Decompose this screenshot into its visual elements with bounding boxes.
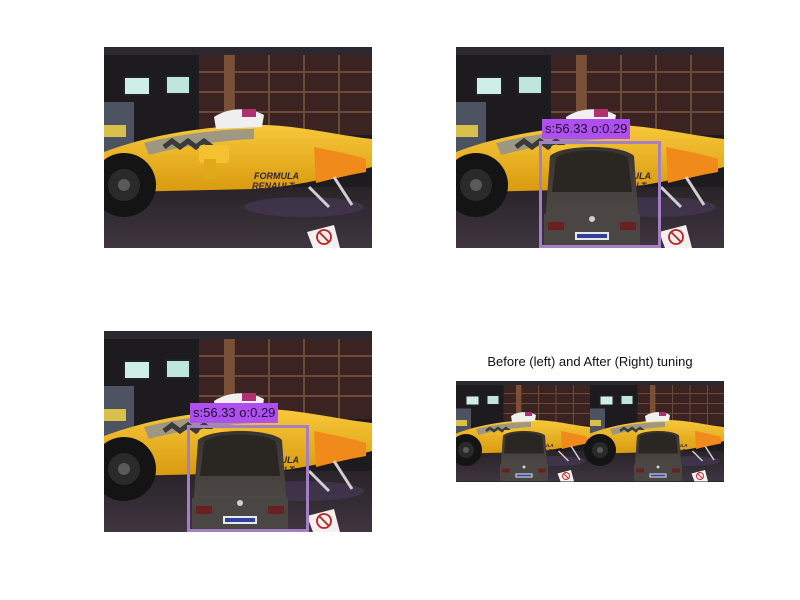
comparison-image [456, 381, 724, 482]
detection-image-before: s:56.33 o:0.29 [456, 47, 724, 248]
original-image [104, 47, 372, 248]
detection-image-after: s:56.33 o:0.29 [104, 331, 372, 532]
detection-label: s:56.33 o:0.29 [190, 403, 279, 423]
detection-label: s:56.33 o:0.29 [542, 119, 631, 139]
comparison-title: Before (left) and After (Right) tuning [487, 354, 693, 369]
detection-box [187, 425, 309, 532]
detection-box [539, 141, 661, 248]
